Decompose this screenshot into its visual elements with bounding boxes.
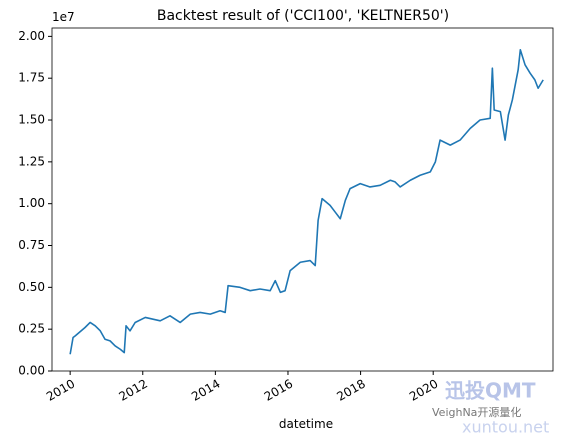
equity-line bbox=[69, 48, 544, 355]
x-axis-label: datetime bbox=[279, 417, 333, 431]
watermark: VeighNa开源量化 bbox=[432, 405, 521, 419]
x-tick-label: 2012 bbox=[117, 377, 150, 404]
y-tick-label: 0.25 bbox=[18, 322, 45, 336]
axes-frame bbox=[51, 27, 554, 372]
x-tick-label: 2014 bbox=[189, 377, 222, 404]
y-tick-label: 1.25 bbox=[18, 154, 45, 168]
x-tick-label: 2020 bbox=[407, 377, 440, 404]
watermark: 迅投QMT bbox=[445, 379, 536, 403]
chart-title: Backtest result of ('CCI100', 'KELTNER50… bbox=[157, 8, 449, 24]
y-offset-label: 1e7 bbox=[52, 10, 75, 24]
y-tick-label: 1.75 bbox=[18, 71, 45, 85]
y-tick-label: 0.50 bbox=[18, 280, 45, 294]
y-tick-label: 0.00 bbox=[18, 364, 45, 378]
x-tick-label: 2018 bbox=[334, 377, 367, 404]
x-tick-label: 2010 bbox=[44, 377, 77, 404]
y-tick-label: 0.75 bbox=[18, 238, 45, 252]
y-tick-label: 2.00 bbox=[18, 29, 45, 43]
y-tick-label: 1.50 bbox=[18, 113, 45, 127]
watermark: xuntou.net bbox=[462, 418, 549, 437]
x-tick-label: 2016 bbox=[262, 377, 295, 404]
y-tick-label: 1.00 bbox=[18, 196, 45, 210]
